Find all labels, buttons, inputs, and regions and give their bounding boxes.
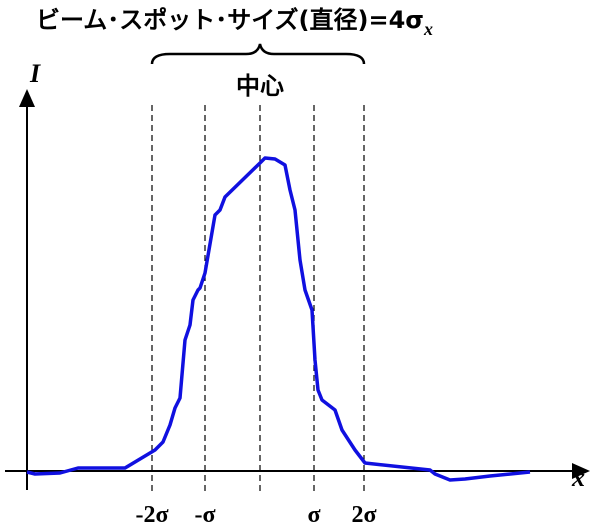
- x-axis-label: x: [571, 463, 585, 492]
- tick-label: 2σ: [351, 502, 376, 528]
- brace: [150, 43, 366, 65]
- tick-label: σ: [307, 502, 320, 528]
- title-subscript: x: [423, 19, 433, 39]
- title: ビーム･スポット･サイズ(直径)=4σx: [36, 6, 433, 39]
- title-text: ビーム･スポット･サイズ(直径)=4σ: [36, 6, 424, 34]
- tick-label: -σ: [194, 502, 215, 528]
- beam-profile-curve: [26, 156, 531, 482]
- center-label: 中心: [236, 72, 284, 100]
- tick-label: -2σ: [135, 502, 168, 528]
- y-axis-label: I: [29, 59, 41, 88]
